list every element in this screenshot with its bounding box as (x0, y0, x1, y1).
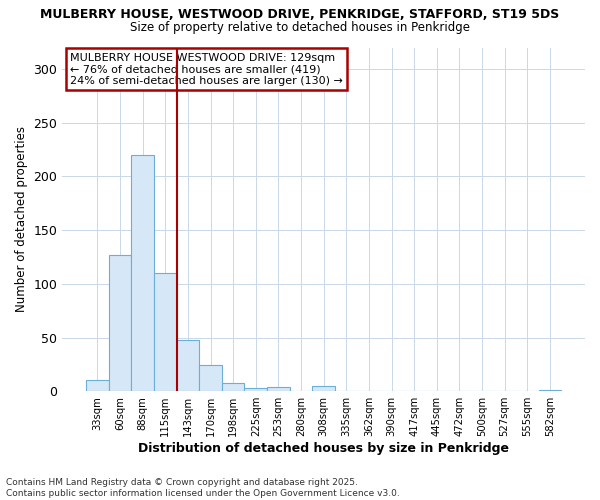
Text: MULBERRY HOUSE WESTWOOD DRIVE: 129sqm
← 76% of detached houses are smaller (419): MULBERRY HOUSE WESTWOOD DRIVE: 129sqm ← … (70, 52, 343, 86)
Bar (539, 390, 561, 391)
Bar (267, 387, 290, 391)
Bar (176, 340, 199, 391)
Text: Contains HM Land Registry data © Crown copyright and database right 2025.
Contai: Contains HM Land Registry data © Crown c… (6, 478, 400, 498)
Bar (109, 255, 131, 391)
Bar (86, 380, 109, 391)
Bar (244, 388, 267, 391)
Y-axis label: Number of detached properties: Number of detached properties (15, 126, 28, 312)
X-axis label: Distribution of detached houses by size in Penkridge: Distribution of detached houses by size … (138, 442, 509, 455)
Bar (313, 386, 335, 391)
Text: MULBERRY HOUSE, WESTWOOD DRIVE, PENKRIDGE, STAFFORD, ST19 5DS: MULBERRY HOUSE, WESTWOOD DRIVE, PENKRIDG… (40, 8, 560, 20)
Bar (199, 366, 222, 391)
Bar (222, 382, 244, 391)
Text: Size of property relative to detached houses in Penkridge: Size of property relative to detached ho… (130, 21, 470, 34)
Bar (131, 155, 154, 391)
Bar (154, 273, 176, 391)
